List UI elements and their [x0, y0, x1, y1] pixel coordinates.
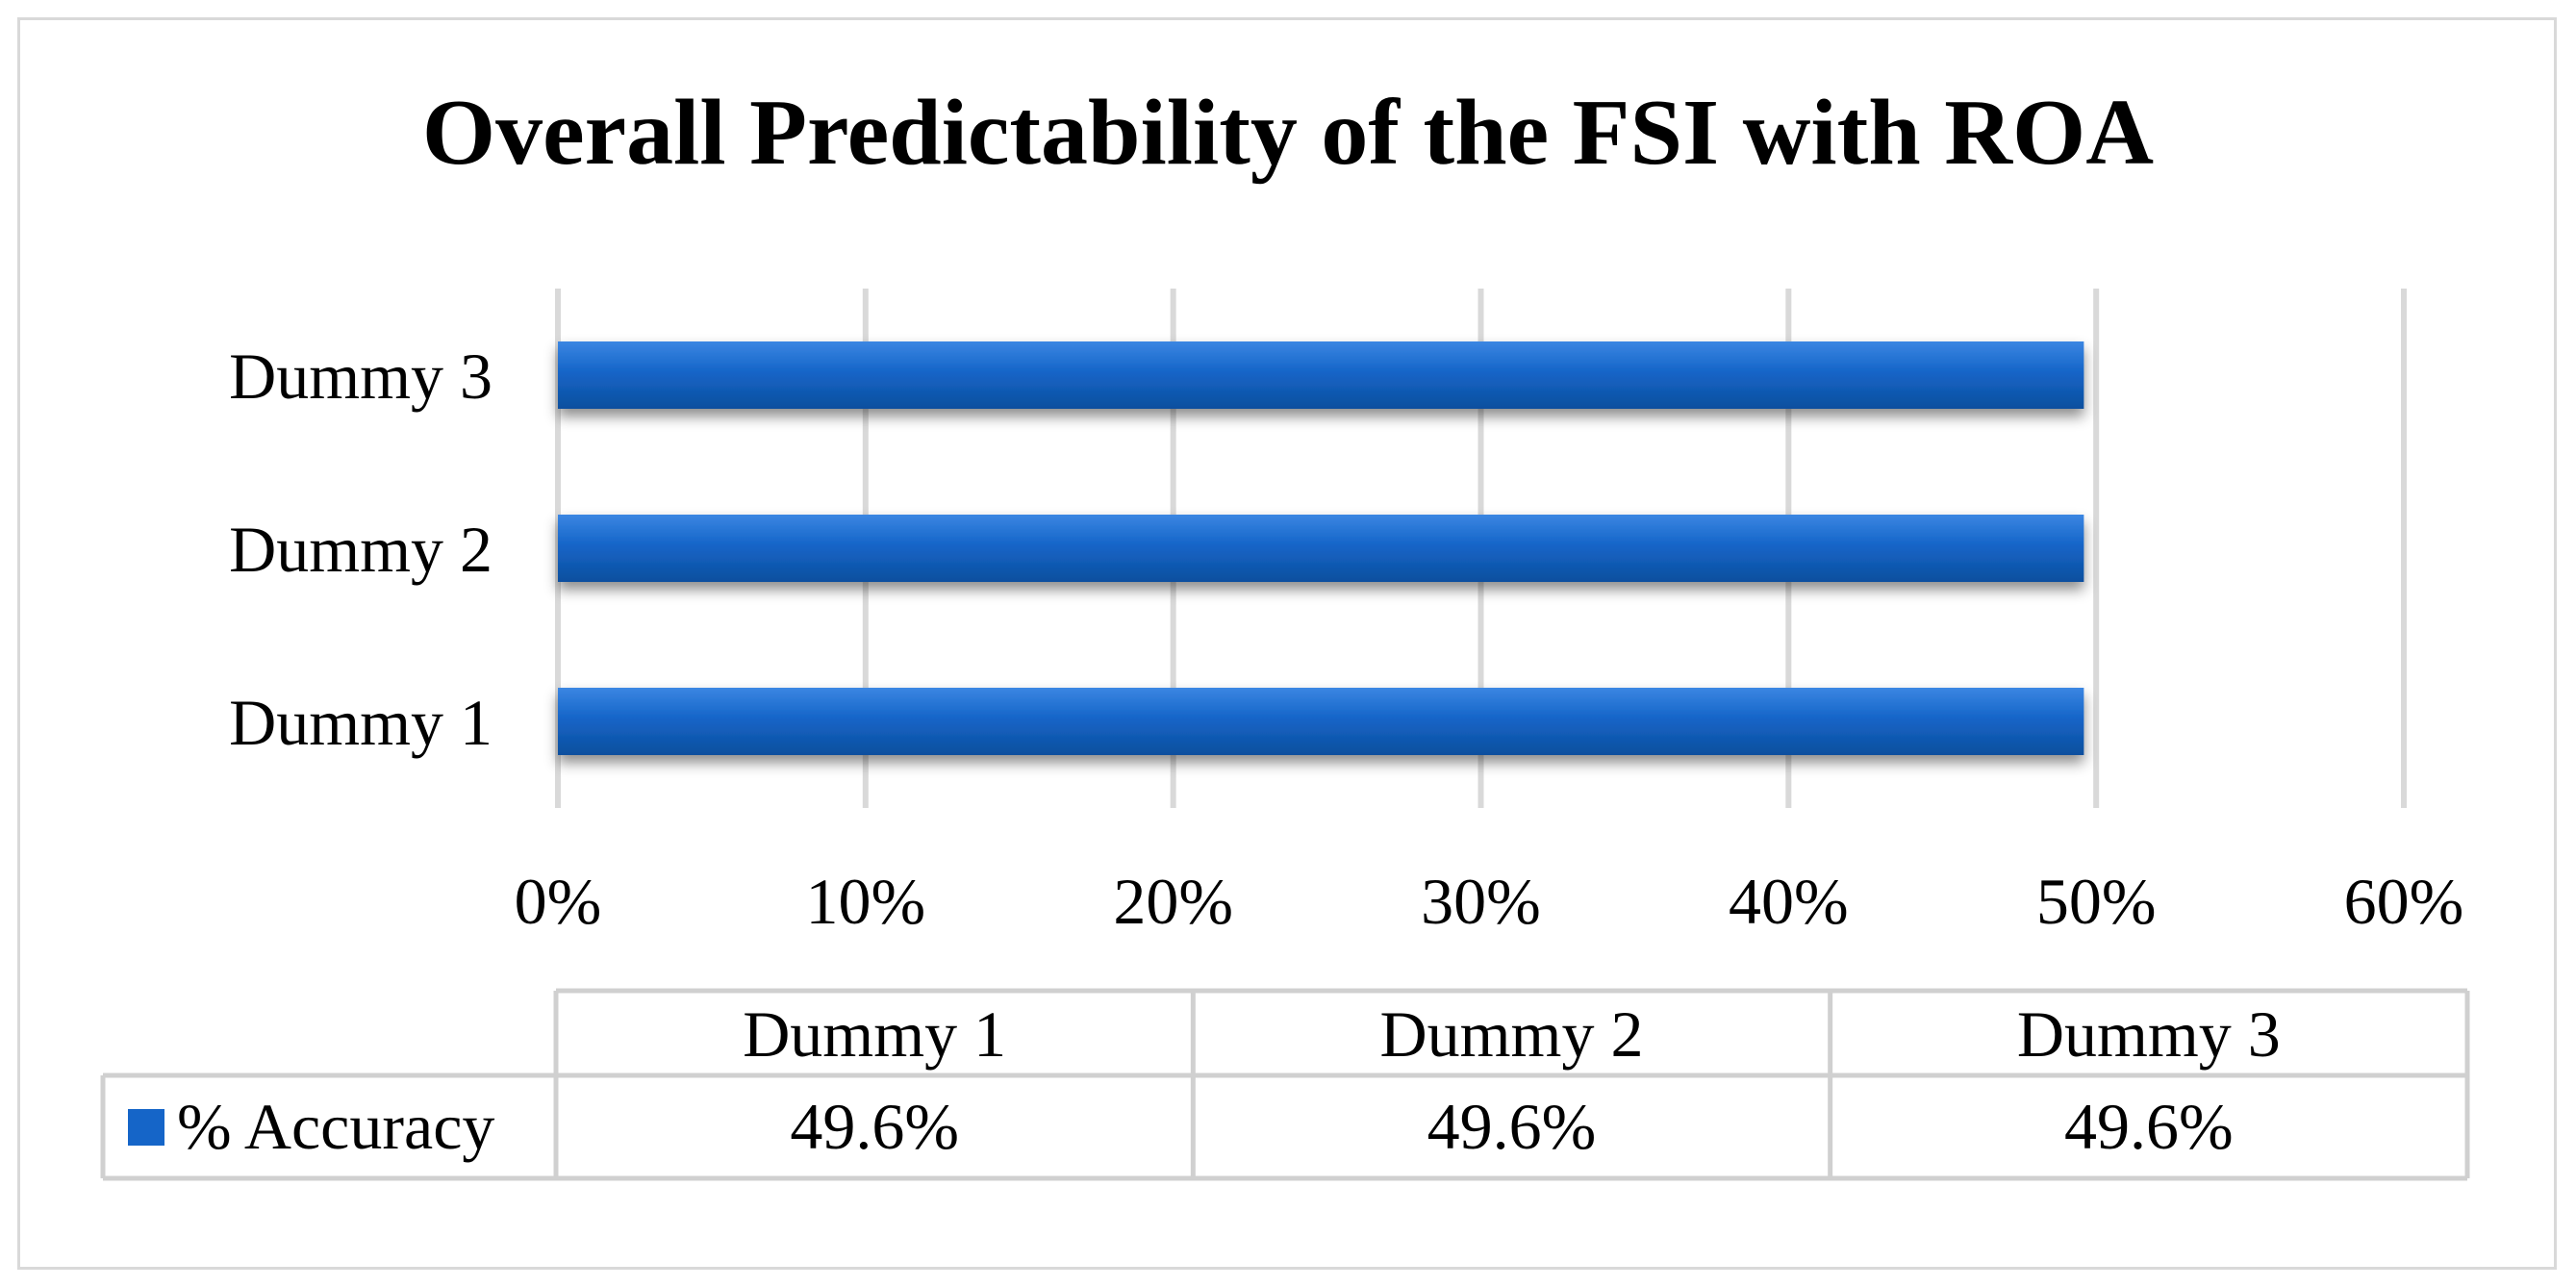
x-tick-label-2: 20% [1113, 865, 1233, 938]
table-value-2: 49.6% [1427, 1090, 1597, 1163]
bar-dummy-3 [558, 341, 2084, 409]
x-tick-label-4: 40% [1729, 865, 1849, 938]
table-value-3: 49.6% [2064, 1090, 2234, 1163]
table-header-2: Dummy 2 [1380, 997, 1644, 1071]
category-label-1: Dummy 1 [229, 686, 492, 759]
bar-dummy-1 [558, 688, 2084, 755]
x-tick-label-0: 0% [515, 865, 602, 938]
x-tick-label-1: 10% [806, 865, 926, 938]
category-label-2: Dummy 2 [229, 513, 492, 586]
x-tick-label-6: 60% [2344, 865, 2464, 938]
legend-label: % Accuracy [177, 1090, 494, 1163]
x-tick-label-5: 50% [2036, 865, 2157, 938]
chart-title: Overall Predictability of the FSI with R… [422, 81, 2154, 185]
bar-dummy-2 [558, 515, 2084, 582]
bars [558, 341, 2084, 755]
table-value-1: 49.6% [790, 1090, 959, 1163]
x-tick-label-3: 30% [1421, 865, 1541, 938]
legend-swatch [128, 1109, 164, 1146]
table-header-3: Dummy 3 [2017, 997, 2281, 1071]
category-label-3: Dummy 3 [229, 340, 492, 413]
category-labels: Dummy 1 Dummy 2 Dummy 3 [229, 340, 492, 759]
x-tick-labels: 0% 10% 20% 30% 40% 50% 60% [515, 865, 2464, 938]
data-table: Dummy 1 49.6% Dummy 2 49.6% Dummy 3 49.6% % Ac… [100, 988, 2470, 1181]
chart-frame [17, 17, 2557, 1270]
table-header-1: Dummy 1 [743, 997, 1006, 1071]
